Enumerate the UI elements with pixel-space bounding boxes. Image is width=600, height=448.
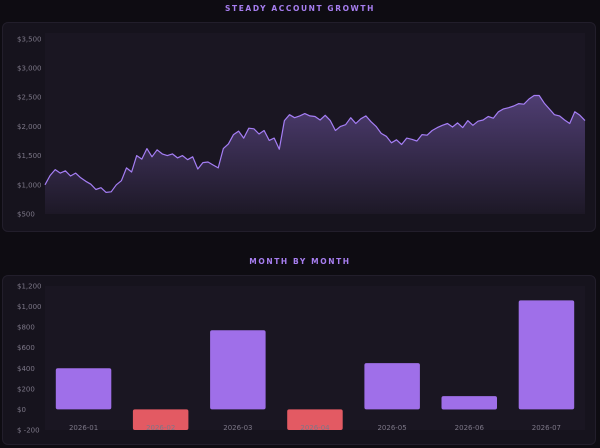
y-tick-label: $3,500 — [17, 35, 42, 43]
plot-area — [45, 286, 585, 430]
area-fill — [45, 95, 585, 214]
bar-gain — [210, 330, 266, 410]
x-tick-label: 2026-03 — [223, 424, 252, 432]
growth-chart: $500 $1,000 $1,500 $2,000 $2,500 $3,000 $3,500 — [17, 33, 586, 219]
bar-gain — [55, 368, 112, 410]
y-tick-label: $200 — [17, 385, 35, 393]
y-tick-label: $ -200 — [17, 427, 40, 435]
y-tick-label: $800 — [17, 324, 35, 332]
x-tick-label: 2026-01 — [69, 424, 98, 432]
y-tick-label: $500 — [17, 211, 35, 219]
bar-gain — [518, 300, 575, 410]
x-tick-label: 2026-02 — [146, 424, 175, 432]
monthly-chart: $ -200 $0 $200 $400 $600 $800 $1,000 $1,200 2026… — [17, 283, 585, 435]
y-tick-label: $400 — [17, 365, 35, 373]
y-tick-label: $1,500 — [17, 152, 42, 160]
balance-line — [44, 94, 586, 193]
y-tick-label: $1,000 — [17, 181, 42, 189]
y-tick-label: $1,000 — [17, 303, 42, 311]
y-tick-label: $1,200 — [17, 283, 42, 291]
growth-chart-panel: $500 $1,000 $1,500 $2,000 $2,500 $3,000 $3,500 — [2, 22, 596, 232]
y-tick-label: $3,000 — [17, 65, 42, 73]
y-tick-label: $600 — [17, 344, 35, 352]
x-tick-label: 2026-06 — [455, 424, 485, 432]
chart-title-monthly: MONTH BY MONTH — [249, 257, 351, 266]
x-tick-label: 2026-07 — [532, 424, 561, 432]
chart-title-growth: STEADY ACCOUNT GROWTH — [224, 4, 376, 13]
bar-gain — [364, 363, 420, 410]
x-tick-label: 2026-05 — [377, 424, 406, 432]
bar-gain — [441, 396, 497, 410]
bar-loss — [287, 409, 343, 430]
y-tick-label: $2,500 — [17, 94, 42, 102]
y-tick-label: $0 — [17, 406, 26, 414]
y-tick-label: $2,000 — [17, 123, 42, 131]
monthly-chart-panel: $ -200 $0 $200 $400 $600 $800 $1,000 $1,200 2026… — [2, 275, 596, 445]
x-tick-label: 2026-04 — [300, 424, 330, 432]
bar-loss — [132, 409, 189, 430]
